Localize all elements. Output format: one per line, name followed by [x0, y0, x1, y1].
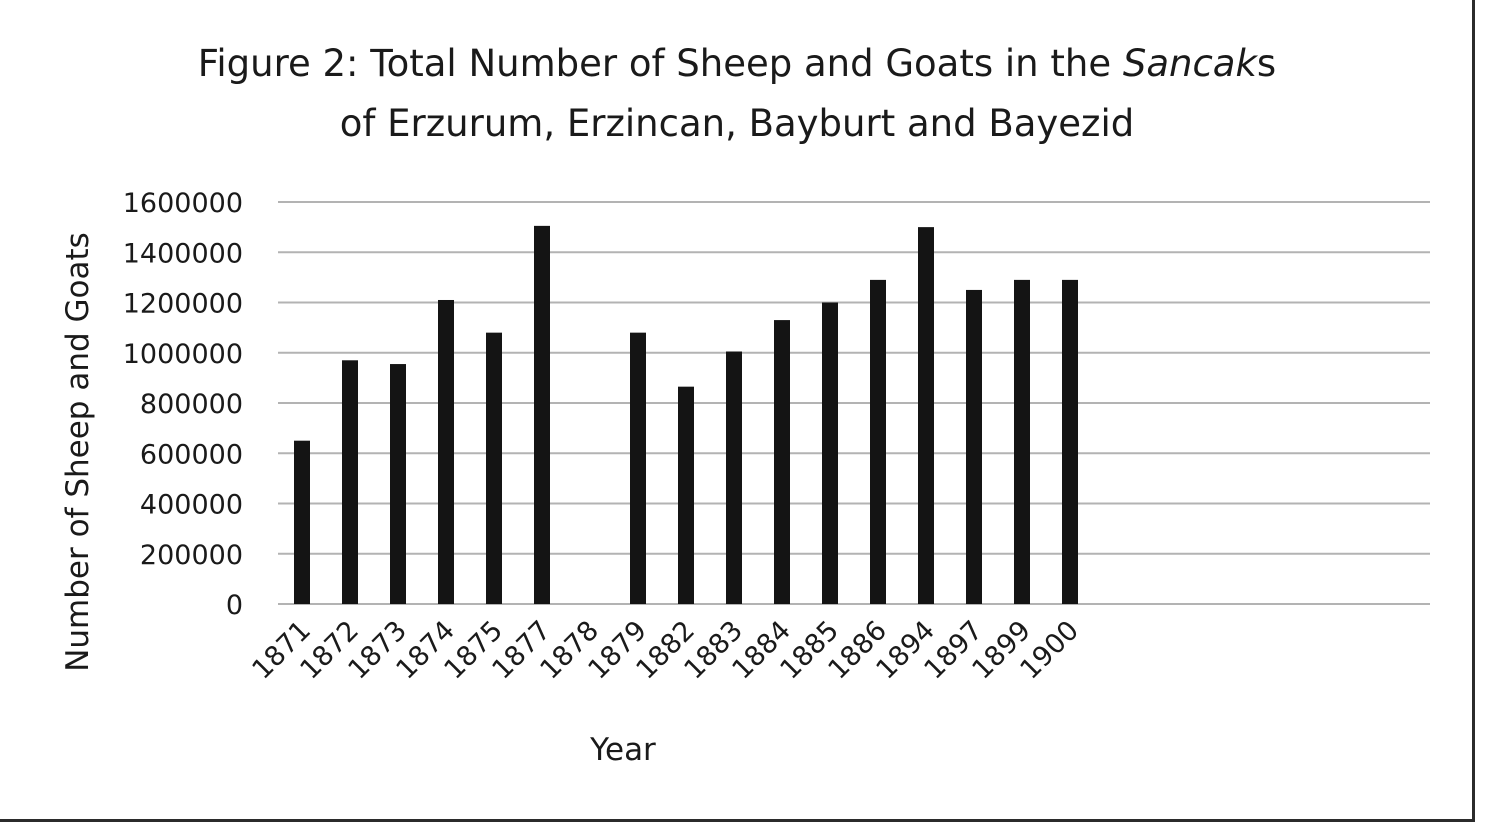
- y-tick-label: 800000: [140, 389, 243, 420]
- y-tick-label: 400000: [140, 490, 243, 521]
- x-axis-title: Year: [589, 732, 656, 768]
- bar-1900: [1062, 279, 1078, 604]
- y-tick-label: 1400000: [123, 238, 243, 269]
- y-tick-label: 1000000: [123, 339, 243, 370]
- chart-title-part: of Erzurum, Erzincan, Bayburt and Bayezi…: [340, 102, 1135, 145]
- x-axis-ticks: 1871187218731874187518771878187918821883…: [246, 615, 1085, 686]
- y-axis-title: Number of Sheep and Goats: [60, 232, 96, 672]
- gridlines: [278, 201, 1430, 605]
- bar-1879: [630, 332, 646, 604]
- y-tick-label: 0: [226, 590, 243, 621]
- bar-1897: [966, 289, 982, 604]
- chart-title-part: s: [1257, 42, 1276, 85]
- bar-1885: [822, 302, 838, 604]
- bar-1874: [438, 299, 454, 604]
- bar-1871: [294, 440, 310, 604]
- bar-1883: [726, 351, 742, 604]
- bar-1894: [918, 227, 934, 604]
- y-tick-label: 200000: [140, 540, 243, 571]
- y-axis-ticks: 0 200000 400000 600000 800000 1000000 1200000 1…: [123, 188, 243, 621]
- chart-title-part: Figure 2: Total Number of Sheep and Goat…: [198, 42, 1123, 85]
- bar-1877: [534, 225, 550, 604]
- chart-title-part: Sancak: [1123, 42, 1259, 85]
- bar-1884: [774, 320, 790, 604]
- y-tick-label: 1600000: [123, 188, 243, 219]
- y-tick-label: 1200000: [123, 289, 243, 320]
- bars: [294, 225, 1078, 604]
- chart-title-line-1: Figure 2: Total Number of Sheep and Goat…: [198, 42, 1276, 85]
- bar-1872: [342, 360, 358, 604]
- bar-1873: [390, 364, 406, 604]
- bar-1875: [486, 332, 502, 604]
- bar-1899: [1014, 279, 1030, 604]
- chart-title-line-2: of Erzurum, Erzincan, Bayburt and Bayezi…: [340, 102, 1135, 145]
- y-tick-label: 600000: [140, 439, 243, 470]
- bar-1886: [870, 279, 886, 604]
- bar-1882: [678, 386, 694, 604]
